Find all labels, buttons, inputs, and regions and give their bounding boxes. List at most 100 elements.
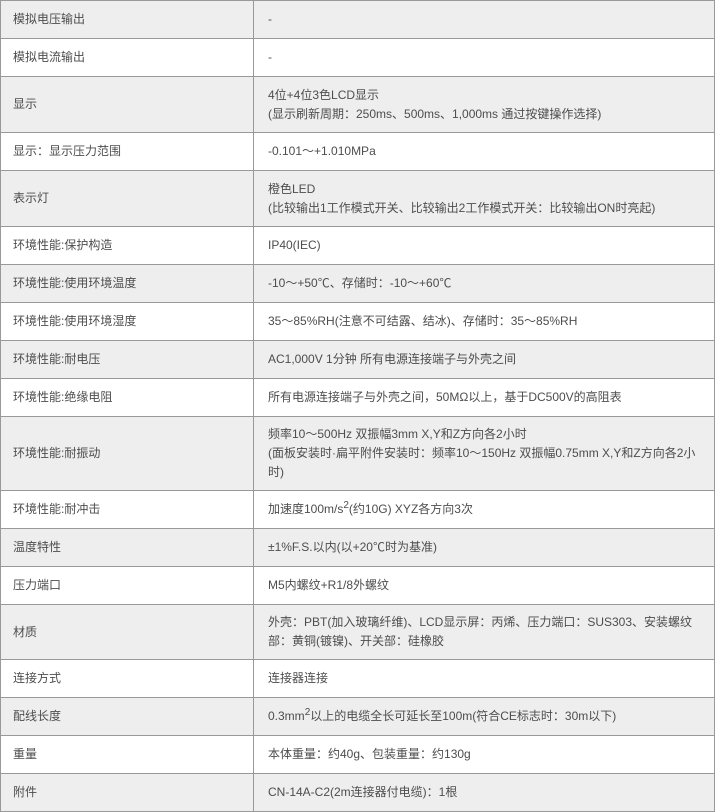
spec-label: 环境性能:耐振动 xyxy=(13,446,101,460)
spec-value-cell: IP40(IEC) xyxy=(254,227,714,264)
spec-value-line: ±1%F.S.以内(以+20℃时为基准) xyxy=(268,540,437,554)
table-row: 连接方式 连接器连接 xyxy=(1,660,714,698)
table-row: 模拟电压输出 - xyxy=(1,1,714,39)
spec-value-cell: ±1%F.S.以内(以+20℃时为基准) xyxy=(254,529,714,566)
spec-value-line: (显示刷新周期：250ms、500ms、1,000ms 通过按键操作选择) xyxy=(268,106,602,121)
table-row: 环境性能:保护构造 IP40(IEC) xyxy=(1,227,714,265)
spec-value-cell: - xyxy=(254,39,714,76)
spec-value-line: - xyxy=(268,12,272,26)
spec-label-cell: 表示灯 xyxy=(1,171,254,226)
spec-label-cell: 环境性能:耐振动 xyxy=(1,417,254,490)
spec-value-line: 本体重量：约40g、包装重量：约130g xyxy=(268,747,471,761)
spec-label-cell: 环境性能:耐电压 xyxy=(1,341,254,378)
spec-value-line: 连接器连接 xyxy=(268,671,329,685)
spec-value-line: (面板安装时·扁平附件安装时：频率10～150Hz 双振幅0.75mm X,Y和… xyxy=(268,446,696,479)
spec-value-line: - xyxy=(268,50,272,64)
table-row: 环境性能:使用环境温度 -10～+50℃、存储时：-10～+60℃ xyxy=(1,265,714,303)
spec-label: 环境性能:使用环境温度 xyxy=(13,276,137,290)
spec-label: 连接方式 xyxy=(13,671,62,685)
spec-label: 环境性能:耐冲击 xyxy=(13,502,101,516)
spec-value-line: AC1,000V 1分钟 所有电源连接端子与外壳之间 xyxy=(268,352,517,366)
spec-label: 压力端口 xyxy=(13,578,62,592)
spec-value-line: 橙色LED xyxy=(268,181,316,196)
spec-value-line: 外壳：PBT(加入玻璃纤维)、LCD显示屏：丙烯、压力端口：SUS303、安装螺… xyxy=(268,615,693,648)
spec-label: 环境性能:保护构造 xyxy=(13,238,113,252)
spec-label-cell: 模拟电压输出 xyxy=(1,1,254,38)
spec-label: 配线长度 xyxy=(13,709,62,723)
table-row: 模拟电流输出 - xyxy=(1,39,714,77)
spec-label-cell: 环境性能:绝缘电阻 xyxy=(1,379,254,416)
spec-label: 温度特性 xyxy=(13,540,62,554)
spec-value-line: 4位+4位3色LCD显示 xyxy=(268,87,380,102)
spec-label-cell: 环境性能:使用环境湿度 xyxy=(1,303,254,340)
table-row: 环境性能:使用环境湿度 35～85%RH(注意不可结露、结冰)、存储时：35～8… xyxy=(1,303,714,341)
spec-label: 表示灯 xyxy=(13,191,50,205)
spec-value-line: 0.3mm2以上的电缆全长可延长至100m(符合CE标志时：30m以下) xyxy=(268,707,617,724)
spec-label: 材质 xyxy=(13,624,38,639)
spec-value-line: -0.101～+1.010MPa xyxy=(268,144,376,158)
spec-label: 环境性能:耐电压 xyxy=(13,352,101,366)
spec-value-cell: 连接器连接 xyxy=(254,660,714,697)
spec-label-cell: 显示：显示压力范围 xyxy=(1,133,254,170)
spec-label: 模拟电压输出 xyxy=(13,12,86,26)
spec-label-cell: 环境性能:使用环境温度 xyxy=(1,265,254,302)
spec-value-cell: 外壳：PBT(加入玻璃纤维)、LCD显示屏：丙烯、压力端口：SUS303、安装螺… xyxy=(254,605,714,659)
spec-value-line: 频率10～500Hz 双振幅3mm X,Y和Z方向各2小时 xyxy=(268,427,527,441)
table-row: 表示灯 橙色LED (比较输出1工作模式开关、比较输出2工作模式开关：比较输出ON… xyxy=(1,171,714,227)
spec-label-cell: 附件 xyxy=(1,774,254,811)
spec-value-cell: 0.3mm2以上的电缆全长可延长至100m(符合CE标志时：30m以下) xyxy=(254,698,714,735)
table-row: 环境性能:耐电压 AC1,000V 1分钟 所有电源连接端子与外壳之间 xyxy=(1,341,714,379)
spec-value-line: 加速度100m/s2(约10G) XYZ各方向3次 xyxy=(268,500,473,517)
spec-value-cell: AC1,000V 1分钟 所有电源连接端子与外壳之间 xyxy=(254,341,714,378)
spec-label-cell: 温度特性 xyxy=(1,529,254,566)
spec-value-line: -10～+50℃、存储时：-10～+60℃ xyxy=(268,276,452,290)
spec-value-cell: -0.101～+1.010MPa xyxy=(254,133,714,170)
spec-value-line: IP40(IEC) xyxy=(268,238,321,252)
spec-label: 显示：显示压力范围 xyxy=(13,144,122,158)
table-row: 环境性能:绝缘电阻 所有电源连接端子与外壳之间，50MΩ以上，基于DC500V的… xyxy=(1,379,714,417)
spec-label: 模拟电流输出 xyxy=(13,50,86,64)
table-row: 重量 本体重量：约40g、包装重量：约130g xyxy=(1,736,714,774)
spec-value-cell: 本体重量：约40g、包装重量：约130g xyxy=(254,736,714,773)
spec-value-cell: 所有电源连接端子与外壳之间，50MΩ以上，基于DC500V的高阻表 xyxy=(254,379,714,416)
table-row: 配线长度 0.3mm2以上的电缆全长可延长至100m(符合CE标志时：30m以下… xyxy=(1,698,714,736)
table-row: 材质 外壳：PBT(加入玻璃纤维)、LCD显示屏：丙烯、压力端口：SUS303、… xyxy=(1,605,714,660)
table-row: 显示 4位+4位3色LCD显示 (显示刷新周期：250ms、500ms、1,000… xyxy=(1,77,714,133)
spec-label-cell: 压力端口 xyxy=(1,567,254,604)
spec-label: 显示 xyxy=(13,97,38,111)
spec-value-line: 所有电源连接端子与外壳之间，50MΩ以上，基于DC500V的高阻表 xyxy=(268,390,622,404)
superscript-2: 2 xyxy=(343,500,349,511)
table-row: 压力端口 M5内螺纹+R1/8外螺纹 xyxy=(1,567,714,605)
spec-label-cell: 环境性能:保护构造 xyxy=(1,227,254,264)
superscript-2: 2 xyxy=(304,707,311,718)
spec-value-line: M5内螺纹+R1/8外螺纹 xyxy=(268,578,390,592)
table-row: 显示：显示压力范围 -0.101～+1.010MPa xyxy=(1,133,714,171)
table-row: 温度特性 ±1%F.S.以内(以+20℃时为基准) xyxy=(1,529,714,567)
spec-value-cell: 4位+4位3色LCD显示 (显示刷新周期：250ms、500ms、1,000ms … xyxy=(254,77,714,132)
spec-label-cell: 显示 xyxy=(1,77,254,132)
spec-value-line: 35～85%RH(注意不可结露、结冰)、存储时：35～85%RH xyxy=(268,314,578,328)
spec-value-cell: 橙色LED (比较输出1工作模式开关、比较输出2工作模式开关：比较输出ON时亮起) xyxy=(254,171,714,226)
spec-label: 环境性能:绝缘电阻 xyxy=(13,390,113,404)
spec-value-cell: CN-14A-C2(2m连接器付电缆)：1根 xyxy=(254,774,714,811)
spec-label-cell: 环境性能:耐冲击 xyxy=(1,491,254,528)
spec-value-cell: - xyxy=(254,1,714,38)
spec-value-cell: 加速度100m/s2(约10G) XYZ各方向3次 xyxy=(254,491,714,528)
spec-label-cell: 材质 xyxy=(1,605,254,659)
spec-label: 环境性能:使用环境湿度 xyxy=(13,314,137,328)
spec-label: 附件 xyxy=(13,785,38,799)
spec-label-cell: 连接方式 xyxy=(1,660,254,697)
spec-value-cell: M5内螺纹+R1/8外螺纹 xyxy=(254,567,714,604)
spec-label-cell: 重量 xyxy=(1,736,254,773)
table-row: 附件 CN-14A-C2(2m连接器付电缆)：1根 xyxy=(1,774,714,812)
table-row: 环境性能:耐冲击 加速度100m/s2(约10G) XYZ各方向3次 xyxy=(1,491,714,529)
spec-label-cell: 配线长度 xyxy=(1,698,254,735)
spec-value-cell: 35～85%RH(注意不可结露、结冰)、存储时：35～85%RH xyxy=(254,303,714,340)
spec-label-cell: 模拟电流输出 xyxy=(1,39,254,76)
spec-label: 重量 xyxy=(13,747,38,761)
spec-value-line: CN-14A-C2(2m连接器付电缆)：1根 xyxy=(268,785,458,799)
spec-value-line: (比较输出1工作模式开关、比较输出2工作模式开关：比较输出ON时亮起) xyxy=(268,200,656,215)
spec-value-cell: 频率10～500Hz 双振幅3mm X,Y和Z方向各2小时 (面板安装时·扁平附件… xyxy=(254,417,714,490)
spec-value-cell: -10～+50℃、存储时：-10～+60℃ xyxy=(254,265,714,302)
